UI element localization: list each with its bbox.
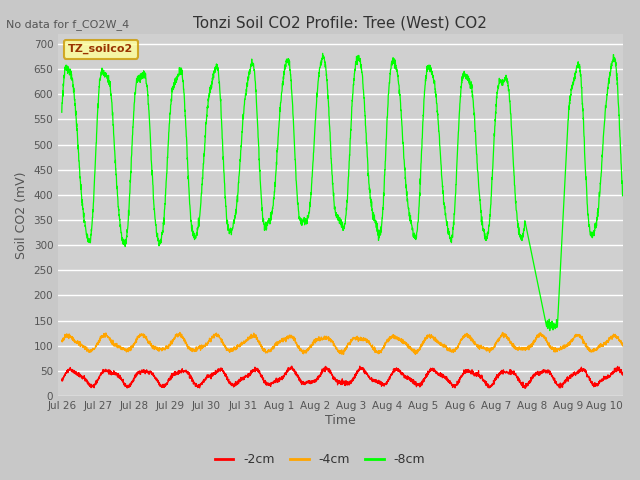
X-axis label: Time: Time <box>325 414 356 427</box>
Y-axis label: Soil CO2 (mV): Soil CO2 (mV) <box>15 171 28 259</box>
Text: No data for f_CO2W_4: No data for f_CO2W_4 <box>6 19 130 30</box>
Legend: TZ_soilco2: TZ_soilco2 <box>64 39 138 59</box>
Legend: -2cm, -4cm, -8cm: -2cm, -4cm, -8cm <box>209 448 431 471</box>
Title: Tonzi Soil CO2 Profile: Tree (West) CO2: Tonzi Soil CO2 Profile: Tree (West) CO2 <box>193 15 487 30</box>
